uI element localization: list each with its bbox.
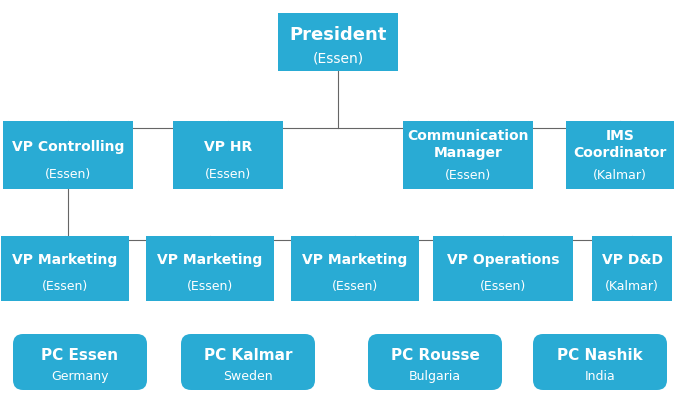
Text: President: President <box>289 26 387 44</box>
Text: (Kalmar): (Kalmar) <box>605 280 659 293</box>
FancyBboxPatch shape <box>146 235 274 300</box>
Text: PC Rousse: PC Rousse <box>391 348 479 363</box>
Text: (Essen): (Essen) <box>312 51 364 65</box>
Text: VP Marketing: VP Marketing <box>12 253 118 267</box>
Text: PC Nashik: PC Nashik <box>557 348 643 363</box>
Text: VP HR: VP HR <box>204 140 252 154</box>
Text: (Essen): (Essen) <box>332 280 378 293</box>
Text: VP Operations: VP Operations <box>447 253 559 267</box>
Text: (Essen): (Essen) <box>205 168 251 181</box>
Text: PC Kalmar: PC Kalmar <box>203 348 292 363</box>
Text: (Essen): (Essen) <box>42 280 88 293</box>
Text: VP D&D: VP D&D <box>602 253 662 267</box>
Text: IMS
Coordinator: IMS Coordinator <box>573 129 667 161</box>
Text: (Kalmar): (Kalmar) <box>593 169 647 182</box>
FancyBboxPatch shape <box>173 121 283 189</box>
FancyBboxPatch shape <box>533 334 667 390</box>
Text: PC Essen: PC Essen <box>41 348 118 363</box>
FancyBboxPatch shape <box>433 235 573 300</box>
FancyBboxPatch shape <box>368 334 502 390</box>
Text: (Essen): (Essen) <box>480 280 526 293</box>
FancyBboxPatch shape <box>566 121 674 189</box>
Text: Sweden: Sweden <box>223 370 273 383</box>
FancyBboxPatch shape <box>278 13 398 71</box>
Text: (Essen): (Essen) <box>45 168 91 181</box>
Text: VP Marketing: VP Marketing <box>158 253 262 267</box>
Text: Communication
Manager: Communication Manager <box>407 129 529 161</box>
Text: (Essen): (Essen) <box>445 169 491 182</box>
Text: VP Controlling: VP Controlling <box>11 140 124 154</box>
Text: Bulgaria: Bulgaria <box>409 370 461 383</box>
FancyBboxPatch shape <box>592 235 672 300</box>
FancyBboxPatch shape <box>1 235 129 300</box>
Text: (Essen): (Essen) <box>187 280 233 293</box>
Text: VP Marketing: VP Marketing <box>302 253 408 267</box>
FancyBboxPatch shape <box>13 334 147 390</box>
Text: India: India <box>585 370 615 383</box>
FancyBboxPatch shape <box>403 121 533 189</box>
FancyBboxPatch shape <box>291 235 419 300</box>
FancyBboxPatch shape <box>3 121 133 189</box>
Text: Germany: Germany <box>51 370 109 383</box>
FancyBboxPatch shape <box>181 334 315 390</box>
